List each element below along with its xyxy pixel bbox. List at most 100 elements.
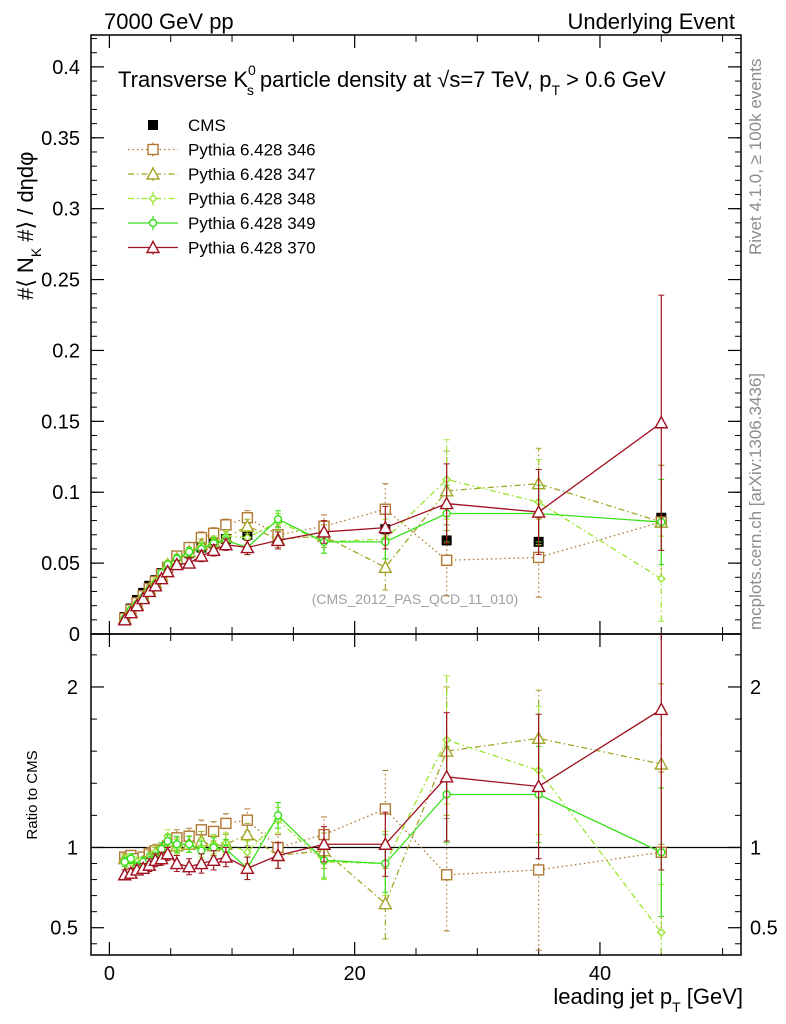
legend-item: Pythia 6.428 348	[128, 190, 316, 209]
main-y-tick-label: 0.4	[52, 57, 80, 79]
main-y-tick-label: 0.2	[52, 340, 80, 362]
legend-marker	[145, 240, 161, 254]
main-y-tick-label: 0.35	[41, 128, 80, 150]
ratio-y-tick-label-right: 0.5	[750, 918, 778, 940]
series-5	[117, 294, 669, 626]
data-point	[135, 591, 151, 605]
legend-marker	[148, 120, 158, 130]
data-point	[273, 514, 283, 524]
rivet-label: Rivet 4.1.0, ≥ 100k events	[746, 59, 765, 255]
ratio-y-tick-label: 0.5	[50, 918, 78, 940]
ratio-point	[240, 827, 255, 841]
ratio-point	[316, 836, 332, 850]
legend-marker	[148, 194, 158, 203]
ratio-point	[531, 779, 546, 793]
data-point	[240, 540, 255, 554]
ratio-point	[197, 846, 206, 855]
ratio-point	[184, 840, 194, 849]
ratio-panel-frame	[90, 633, 742, 956]
main-y-tick-label: 0.05	[41, 553, 80, 575]
ratio-point	[654, 701, 669, 716]
ratio-point	[220, 817, 232, 830]
data-point	[240, 518, 255, 532]
data-point	[378, 559, 393, 574]
legend-label: Pythia 6.428 347	[188, 165, 316, 184]
legend-label: Pythia 6.428 346	[188, 141, 316, 160]
ratio-point	[378, 836, 393, 850]
legend-marker	[148, 218, 158, 228]
data-point	[148, 578, 163, 592]
data-point	[123, 605, 139, 619]
legend-label: Pythia 6.428 370	[188, 239, 316, 258]
ratio-point	[378, 896, 393, 910]
main-y-axis-label: #⟨ NK #⟩ / dηdφ	[13, 152, 44, 300]
ratio-point	[194, 856, 209, 870]
data-point	[220, 519, 232, 531]
ratio-y-axis-label: Ratio to CMS	[24, 750, 41, 839]
data-point	[154, 571, 169, 585]
data-point	[531, 504, 546, 518]
legend-item: Pythia 6.428 349	[128, 214, 316, 233]
data-point	[169, 557, 185, 571]
data-point	[378, 520, 393, 534]
main-data-layer	[117, 294, 669, 626]
legend-label: CMS	[188, 116, 226, 135]
ratio-point	[440, 869, 453, 881]
ratio-point	[169, 856, 185, 870]
series-line	[124, 508, 662, 619]
header-right: Underlying Event	[567, 9, 735, 34]
x-axis-label: leading jet pT [GeV]	[553, 984, 743, 1015]
data-point	[181, 555, 197, 569]
data-point	[316, 524, 332, 538]
ratio-axis-ticks: 0.5 0.51 12 20 20 40	[50, 634, 778, 985]
ratio-point	[242, 847, 252, 857]
ratio-series-4	[117, 634, 669, 881]
ratio-point	[163, 836, 172, 846]
main-axis-ticks: 0 0.05 0.1 0.15 0.2 0.25 0.3 0.35 0.4	[41, 35, 741, 646]
data-point	[654, 415, 669, 429]
x-tick-label: 0	[104, 963, 115, 985]
ratio-point	[209, 843, 218, 852]
ratio-data-layer	[117, 634, 669, 955]
data-point	[194, 548, 209, 562]
ratio-y-tick-label: 1	[67, 837, 78, 859]
header-left: 7000 GeV pp	[104, 9, 234, 34]
data-point	[117, 612, 132, 626]
ratio-point	[126, 854, 136, 863]
ratio-line	[124, 737, 662, 905]
ratio-line	[124, 739, 662, 933]
ratio-point	[240, 860, 255, 875]
legend-label: Pythia 6.428 348	[188, 190, 316, 209]
chart-title: Transverse K0 s particle density at √s=7 …	[118, 62, 666, 98]
data-point	[270, 532, 286, 547]
ratio-point	[160, 846, 175, 860]
data-point	[218, 537, 234, 551]
ratio-point	[532, 864, 545, 876]
legend-item: Pythia 6.428 346	[128, 141, 316, 160]
main-y-tick-label: 0.3	[52, 199, 80, 221]
data-point	[184, 547, 194, 556]
data-point	[129, 598, 145, 612]
x-tick-label: 40	[589, 963, 611, 985]
mcplots-label: mcplots.cern.ch [arXiv:1306.3436]	[746, 373, 765, 630]
legend-item: Pythia 6.428 347	[128, 165, 316, 184]
legend: CMS Pythia 6.428 346 Pythia 6.428 347 Pythi…	[128, 116, 316, 258]
analysis-watermark: (CMS_2012_PAS_QCD_11_010)	[312, 591, 519, 607]
ratio-point	[218, 849, 234, 863]
ratio-point	[270, 848, 286, 862]
legend-label: Pythia 6.428 349	[188, 214, 316, 233]
main-y-tick-label: 0.1	[52, 482, 80, 504]
ratio-point	[206, 852, 221, 867]
ratio-y-tick-label-right: 1	[750, 837, 761, 859]
data-point	[206, 542, 221, 557]
ratio-point	[181, 859, 197, 873]
ratio-point	[656, 928, 666, 938]
legend-marker	[145, 166, 161, 180]
legend-marker	[147, 143, 159, 156]
data-point	[656, 574, 666, 584]
x-tick-label: 20	[344, 963, 366, 985]
data-point	[440, 554, 453, 566]
ratio-series-1	[117, 683, 669, 940]
legend-item: Pythia 6.428 370	[128, 239, 316, 258]
